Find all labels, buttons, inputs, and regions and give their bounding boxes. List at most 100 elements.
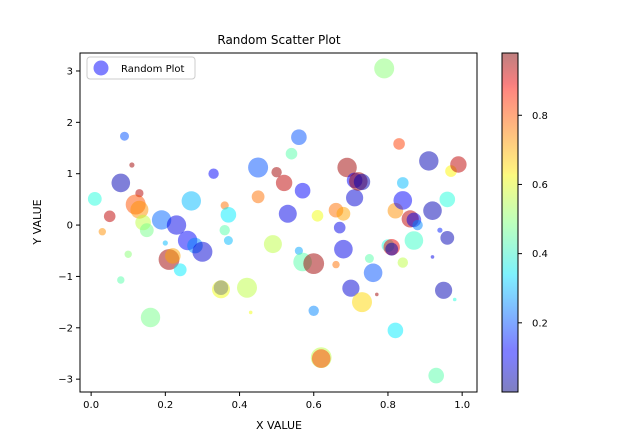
colorbar-gradient [502, 53, 518, 392]
scatter-point [212, 280, 230, 299]
scatter-point [208, 168, 219, 179]
y-tick-label: 3 [67, 66, 73, 77]
scatter-point [151, 210, 172, 230]
scatter-point [166, 215, 187, 235]
scatter-point [130, 200, 149, 219]
scatter-point [303, 253, 325, 274]
scatter-point [342, 279, 360, 297]
scatter-point [98, 228, 107, 236]
scatter-point [291, 129, 307, 145]
scatter-point [334, 239, 353, 259]
scatter-point [374, 58, 395, 79]
scatter-point [248, 310, 253, 315]
scatter-point [285, 147, 298, 160]
scatter-point [181, 191, 201, 211]
scatter-point [393, 138, 405, 150]
scatter-points [87, 58, 467, 384]
x-tick-label: 0.8 [380, 400, 396, 411]
colorbar: 0.2 0.4 0.6 0.8 [501, 52, 548, 393]
scatter-point [337, 157, 357, 178]
scatter-point [237, 277, 257, 298]
scatter-point [385, 242, 399, 256]
scatter-point [332, 260, 340, 269]
scatter-point [430, 255, 435, 259]
scatter-point [248, 157, 269, 178]
scatter-point [117, 276, 125, 284]
scatter-point [450, 156, 467, 173]
legend-marker [93, 60, 109, 76]
scatter-point [311, 210, 324, 222]
y-tick-label: 1 [67, 169, 73, 180]
scatter-point [352, 292, 372, 313]
scatter-point [275, 174, 293, 192]
y-tick-label: −2 [58, 323, 73, 334]
x-axis-label: X VALUE [256, 419, 302, 432]
scatter-point [346, 189, 364, 207]
scatter-point [220, 207, 237, 223]
colorbar-tick-label: 0.4 [532, 249, 548, 260]
scatter-point [363, 263, 383, 283]
colorbar-frame [501, 52, 519, 393]
scatter-point [440, 231, 455, 245]
scatter-point [219, 225, 230, 236]
scatter-point [333, 221, 346, 234]
scatter-point [162, 240, 168, 246]
scatter-point [428, 367, 445, 384]
scatter-point [311, 349, 331, 368]
scatter-point [364, 254, 374, 263]
scatter-point [140, 307, 161, 328]
y-tick-label: 2 [67, 118, 73, 129]
scatter-point [129, 162, 135, 168]
scatter-point [251, 190, 265, 204]
scatter-point [387, 322, 404, 339]
scatter-point [393, 191, 413, 210]
scatter-point [437, 227, 443, 233]
scatter-point [278, 204, 297, 223]
scatter-point [173, 263, 187, 277]
legend-label: Random Plot [121, 64, 185, 75]
scatter-point [294, 182, 311, 199]
scatter-point [103, 210, 116, 223]
scatter-point [423, 201, 442, 220]
scatter-point [87, 192, 102, 206]
scatter-point [165, 248, 181, 264]
scatter-point [111, 173, 131, 193]
plot-frame [79, 52, 478, 393]
x-axis: 0.0 0.2 0.4 0.6 0.8 1.0 [83, 392, 470, 411]
scatter-point [353, 173, 371, 191]
scatter-point [271, 167, 282, 178]
scatter-point [223, 236, 233, 245]
scatter-point [439, 191, 456, 208]
scatter-point [397, 177, 409, 189]
scatter-point [452, 297, 457, 302]
colorbar-ticks: 0.2 0.4 0.6 0.8 [518, 111, 548, 329]
y-tick-label: 0 [67, 221, 73, 232]
scatter-point [412, 219, 423, 231]
colorbar-tick-label: 0.2 [532, 318, 548, 329]
legend-box [86, 56, 196, 80]
legend: Random Plot [86, 56, 196, 80]
colorbar-tick-label: 0.6 [532, 180, 548, 191]
scatter-point [124, 250, 132, 258]
scatter-point [435, 281, 453, 299]
scatter-point [308, 305, 319, 316]
scatter-point [404, 231, 424, 250]
scatter-point [419, 151, 439, 171]
x-tick-label: 0.0 [83, 400, 99, 411]
scatter-point [139, 223, 154, 238]
scatter-point [336, 206, 351, 221]
scatter-point [263, 235, 282, 254]
y-axis: −3 −2 −1 0 1 2 3 [58, 66, 80, 386]
scatter-point [120, 131, 129, 141]
scatter-point [192, 241, 213, 262]
scatter-point [375, 292, 379, 297]
scatter-point [397, 257, 408, 268]
x-tick-label: 1.0 [454, 400, 470, 411]
x-tick-label: 0.4 [232, 400, 248, 411]
y-tick-label: −1 [58, 272, 73, 283]
colorbar-tick-label: 0.8 [532, 111, 548, 122]
y-tick-label: −3 [58, 375, 73, 386]
y-axis-label: Y VALUE [31, 199, 44, 245]
x-tick-label: 0.6 [306, 400, 322, 411]
